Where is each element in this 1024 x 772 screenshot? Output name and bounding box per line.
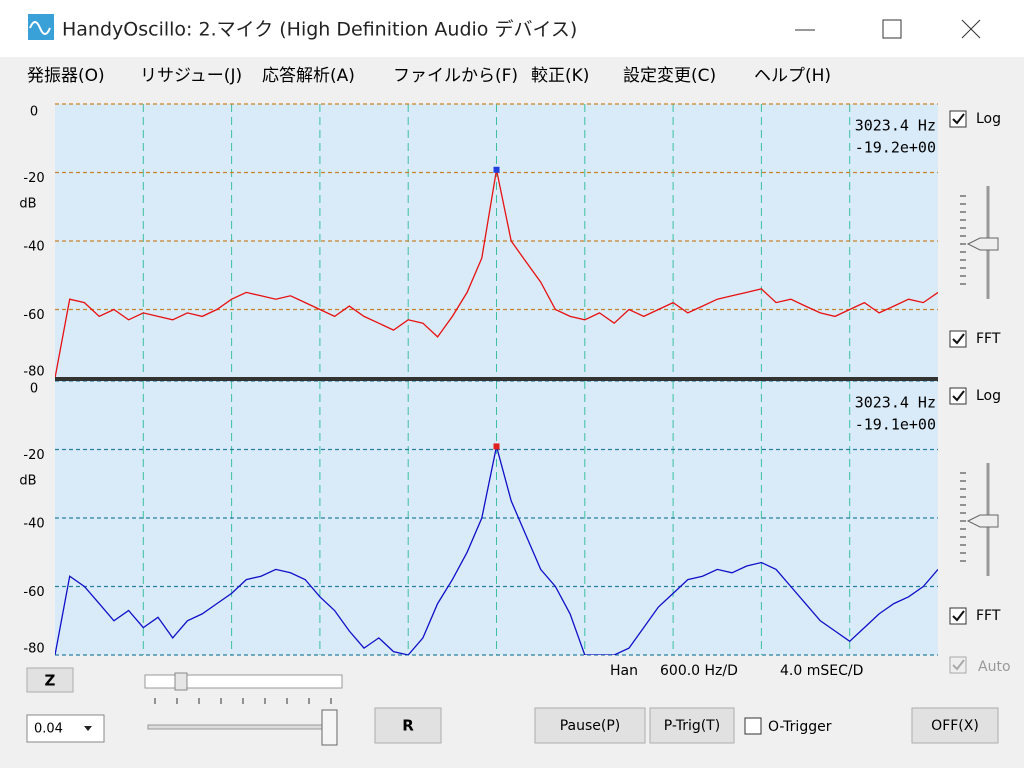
y-tick-label: -80 [23,642,44,657]
y-tick-label: -40 [23,240,44,255]
menu-item[interactable]: リサジュー(J) [140,66,242,86]
slider-top[interactable] [144,674,343,689]
menu-item[interactable]: 応答解析(A) [262,66,355,86]
y-axis-label: dB [19,197,36,212]
y-axis-label: dB [19,474,36,489]
select-arrow [84,726,92,731]
ptrig-label: P-Trig(T) [664,718,720,734]
auto-label: Auto [978,659,1011,675]
checkbox[interactable] [949,387,967,405]
title-bar [0,0,1024,57]
slider-ticks [154,698,332,704]
peak-readout: 3023.4 Hz [855,117,936,135]
menu-item[interactable]: ヘルプ(H) [754,66,831,86]
scale-select-value: 0.04 [34,722,63,737]
charts: 0 -20 -40 -60 -80 dB 3023.4 Hz -19.2e+00 Log FFT 0… [19,103,1001,657]
check [952,113,965,125]
peak-readout: -19.2e+00 [855,139,936,157]
y-tick-label: -60 [23,585,44,600]
pause-label: Pause(P) [560,718,621,734]
otrigger-label: O-Trigger [768,719,832,735]
status-window: Han [610,663,638,679]
status-freq: 600.0 Hz/D [660,663,738,679]
checkbox[interactable] [949,330,967,348]
checkbox[interactable] [949,607,967,625]
chart-divider [55,377,938,381]
menu-item[interactable]: ファイルから(F) [393,66,518,86]
slider-top-thumb[interactable] [174,672,188,691]
window-title: HandyOscillo: 2.マイク (High Definition Aud… [62,19,577,41]
slider-bottom-thumb[interactable] [321,709,338,746]
ptrig-button[interactable] [649,707,735,744]
otrigger-checkbox[interactable] [744,717,762,735]
peak-marker [493,443,500,450]
auto-check [952,659,965,671]
z-label: Z [45,672,56,690]
menu-item[interactable]: 発振器(O) [27,66,105,86]
level-slider-thumb[interactable] [966,514,999,528]
slider-bottom[interactable] [147,724,337,730]
y-tick-label: -60 [23,308,44,323]
check [952,333,965,345]
level-slider-thumb[interactable] [966,237,999,251]
maximize-button[interactable] [882,19,902,39]
app-icon-wave [29,21,51,35]
pause-button[interactable] [534,707,646,744]
y-tick-label: -40 [23,517,44,532]
y-tick-label: 0 [30,105,38,120]
status-time: 4.0 mSEC/D [780,663,863,679]
y-tick-label: -20 [23,171,44,186]
r-button[interactable] [374,707,442,744]
peak-readout: 3023.4 Hz [855,394,936,412]
y-tick-label: -20 [23,448,44,463]
off-button[interactable] [911,707,999,744]
check [952,610,965,622]
off-label: OFF(X) [931,718,979,734]
close-button[interactable] [961,19,981,39]
y-tick-label: -80 [23,365,44,380]
peak-readout: -19.1e+00 [855,416,936,434]
scale-select[interactable] [26,714,105,743]
auto-checkbox[interactable] [949,656,967,674]
peak-marker [493,166,500,173]
app-icon [28,14,54,40]
menu-bar: 発振器(O) リサジュー(J) 応答解析(A) ファイルから(F) 較正(K) 設定変更(… [27,66,831,86]
menu-item[interactable]: 設定変更(C) [623,66,716,86]
r-label: R [402,717,414,735]
checkbox-label: Log [976,388,1001,404]
y-tick-label: 0 [30,382,38,397]
menu-item[interactable]: 較正(K) [531,66,589,86]
checkbox-label: FFT [976,608,1001,624]
z-button[interactable] [26,667,74,693]
checkbox-label: Log [976,111,1001,127]
check [952,390,965,402]
checkbox[interactable] [949,110,967,128]
checkbox-label: FFT [976,331,1001,347]
